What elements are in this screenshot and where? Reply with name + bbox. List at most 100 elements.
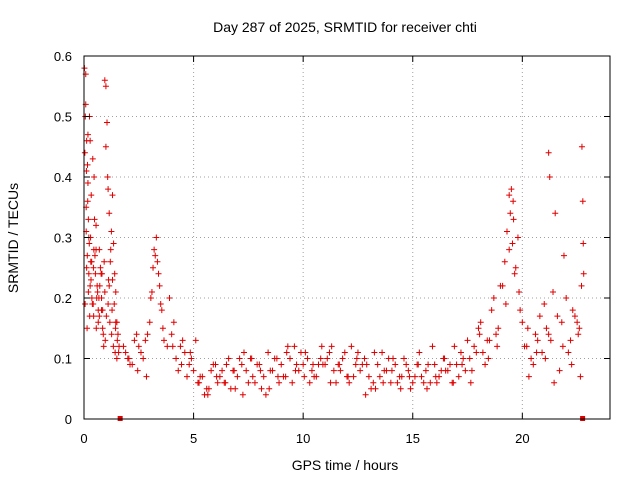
data-point xyxy=(164,343,171,350)
data-point xyxy=(84,131,91,138)
data-point xyxy=(115,349,122,356)
data-point xyxy=(114,331,121,338)
y-axis-label: SRMTID / TECUs xyxy=(5,183,21,293)
y-tick-label: 0 xyxy=(65,412,72,427)
data-point xyxy=(146,319,153,326)
data-point xyxy=(173,355,180,362)
data-point xyxy=(425,361,432,368)
data-point xyxy=(476,331,483,338)
data-point xyxy=(300,361,307,368)
data-point xyxy=(420,379,427,386)
data-point xyxy=(550,288,557,295)
data-point xyxy=(503,228,510,235)
data-point xyxy=(100,343,107,350)
data-point xyxy=(122,349,129,356)
data-point xyxy=(450,379,457,386)
data-point xyxy=(409,379,416,386)
data-point xyxy=(127,361,134,368)
data-point xyxy=(388,367,395,374)
data-point xyxy=(506,246,513,253)
data-point xyxy=(514,234,521,241)
data-point xyxy=(101,258,108,265)
data-point xyxy=(575,331,582,338)
data-point xyxy=(578,282,585,289)
data-point xyxy=(339,355,346,362)
data-point xyxy=(112,325,119,332)
data-point xyxy=(451,343,458,350)
data-point xyxy=(293,361,300,368)
data-point xyxy=(533,349,540,356)
data-point xyxy=(160,337,167,344)
data-point xyxy=(345,373,352,380)
data-point xyxy=(271,355,278,362)
data-point xyxy=(184,373,191,380)
data-point xyxy=(337,367,344,374)
data-point xyxy=(254,361,261,368)
data-point xyxy=(357,367,364,374)
data-point xyxy=(88,192,95,199)
data-point xyxy=(156,282,163,289)
data-point xyxy=(545,149,552,156)
data-point xyxy=(308,367,315,374)
data-point xyxy=(83,264,90,271)
data-point xyxy=(495,325,502,332)
data-point xyxy=(547,337,554,344)
data-point xyxy=(379,349,386,356)
data-point xyxy=(213,373,220,380)
data-point xyxy=(580,270,587,277)
data-point xyxy=(103,313,110,320)
data-point xyxy=(556,367,563,374)
data-point xyxy=(516,288,523,295)
data-point xyxy=(352,361,359,368)
data-point xyxy=(95,319,102,326)
data-point xyxy=(108,331,115,338)
data-point xyxy=(98,270,105,277)
data-point xyxy=(83,137,90,144)
data-point xyxy=(473,349,480,356)
data-point xyxy=(438,367,445,374)
data-point xyxy=(104,119,111,126)
data-point xyxy=(468,367,475,374)
data-point xyxy=(86,240,93,247)
data-point xyxy=(150,264,157,271)
data-point xyxy=(91,252,98,259)
data-point xyxy=(112,288,119,295)
data-point xyxy=(243,367,250,374)
data-point xyxy=(181,349,188,356)
data-point xyxy=(227,385,234,392)
data-point xyxy=(135,343,142,350)
data-point xyxy=(433,379,440,386)
data-point xyxy=(137,349,144,356)
data-point xyxy=(536,313,543,320)
data-point xyxy=(95,295,102,301)
data-point xyxy=(517,307,524,314)
data-point xyxy=(361,355,368,362)
data-point xyxy=(362,391,369,398)
x-tick-label: 15 xyxy=(406,431,420,446)
data-point xyxy=(280,373,287,380)
data-point xyxy=(552,210,559,217)
data-point xyxy=(97,264,104,271)
data-point xyxy=(260,373,267,380)
grid-lines xyxy=(84,56,610,419)
data-point xyxy=(427,379,434,386)
data-point xyxy=(208,367,215,374)
data-point xyxy=(168,331,175,338)
data-point xyxy=(276,379,283,386)
y-tick-label: 0.6 xyxy=(54,49,72,64)
data-point xyxy=(85,270,92,277)
data-point xyxy=(274,373,281,380)
data-point xyxy=(510,198,517,205)
data-point xyxy=(432,373,439,380)
data-point xyxy=(251,379,258,386)
data-point xyxy=(416,349,423,356)
data-point xyxy=(392,361,399,368)
data-point xyxy=(178,361,185,368)
data-point xyxy=(192,337,199,344)
data-point xyxy=(105,186,112,193)
data-point xyxy=(324,355,331,362)
data-point xyxy=(509,240,516,247)
data-point xyxy=(521,343,528,350)
data-point xyxy=(101,77,108,84)
